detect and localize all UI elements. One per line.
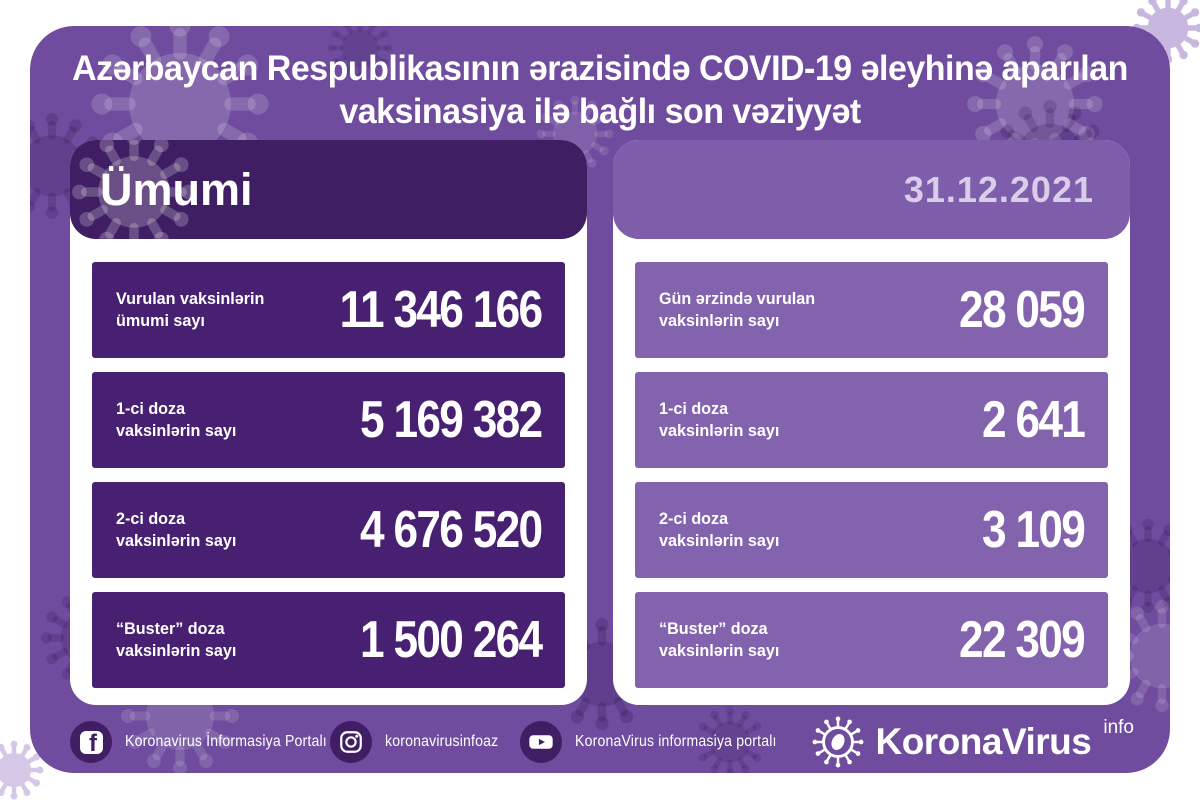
instagram-icon [330,721,372,763]
facebook-link[interactable]: f Koronavirus İnformasiya Portalı [70,720,354,764]
stat-row-daily-booster: “Buster” doza vaksinlərin sayı 22 309 [635,592,1108,688]
report-date: 31.12.2021 [903,168,1094,210]
koronavirus-info-logo: KoronaVirus info [811,714,1134,770]
page-title-line2: vaksinasiya ilə bağlı son vəziyyət [339,91,861,131]
stat-value: 11 346 166 [339,281,542,339]
youtube-link[interactable]: KoronaVirus informasiya portalı [520,720,804,764]
stat-value: 2 641 [981,391,1086,449]
stat-label: 2-ci doza vaksinlərin sayı [116,508,237,550]
stat-row-total-all: Vurulan vaksinlərin ümumi sayı 11 346 16… [92,262,565,358]
stat-label: 1-ci doza vaksinlərin sayı [116,398,237,440]
stat-value: 28 059 [959,281,1086,339]
stat-label: “Buster” doza vaksinlərin sayı [659,618,780,660]
stat-label: “Buster” doza vaksinlərin sayı [116,618,237,660]
youtube-icon [520,721,562,763]
stat-label: Gün ərzində vurulan vaksinlərin sayı [659,288,816,330]
facebook-icon: f [70,721,112,763]
stat-label: Vurulan vaksinlərin ümumi sayı [116,288,265,330]
page-title-line1: Azərbaycan Respublikasının ərazisində CO… [72,49,1128,88]
stat-row-total-dose2: 2-ci doza vaksinlərin sayı 4 676 520 [92,482,565,578]
logo-sup-text: info [1103,717,1134,738]
logo-text: KoronaVirus [875,721,1092,762]
virus-icon [813,716,864,768]
stat-row-daily-dose2: 2-ci doza vaksinlərin sayı 3 109 [635,482,1108,578]
stat-value: 5 169 382 [359,391,543,449]
stat-row-total-booster: “Buster” doza vaksinlərin sayı 1 500 264 [92,592,565,688]
stat-row-total-dose1: 1-ci doza vaksinlərin sayı 5 169 382 [92,372,565,468]
stat-row-daily-dose1: 1-ci doza vaksinlərin sayı 2 641 [635,372,1108,468]
stat-value: 3 109 [981,501,1086,559]
main-panel: Azərbaycan Respublikasının ərazisində CO… [30,26,1170,773]
date-header: 31.12.2021 [613,140,1130,239]
stat-value: 4 676 520 [359,501,543,559]
stat-value: 1 500 264 [359,611,543,669]
stat-label: 2-ci doza vaksinlərin sayı [659,508,780,550]
stat-row-daily-all: Gün ərzində vurulan vaksinlərin sayı 28 … [635,262,1108,358]
totals-header: Ümumi [70,140,587,239]
facebook-label: Koronavirus İnformasiya Portalı [125,733,327,750]
totals-header-label: Ümumi [100,163,253,215]
instagram-label: koronavirusinfoaz [385,733,499,750]
page-title: Azərbaycan Respublikasının ərazisində CO… [47,48,1153,133]
stat-label: 1-ci doza vaksinlərin sayı [659,398,780,440]
youtube-label: KoronaVirus informasiya portalı [575,733,777,750]
instagram-link[interactable]: koronavirusinfoaz [330,720,514,764]
stat-value: 22 309 [959,611,1086,669]
